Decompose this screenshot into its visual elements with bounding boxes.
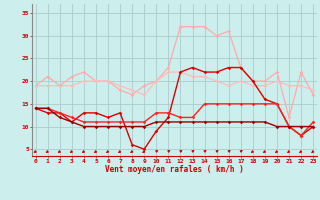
X-axis label: Vent moyen/en rafales ( km/h ): Vent moyen/en rafales ( km/h ) (105, 165, 244, 174)
